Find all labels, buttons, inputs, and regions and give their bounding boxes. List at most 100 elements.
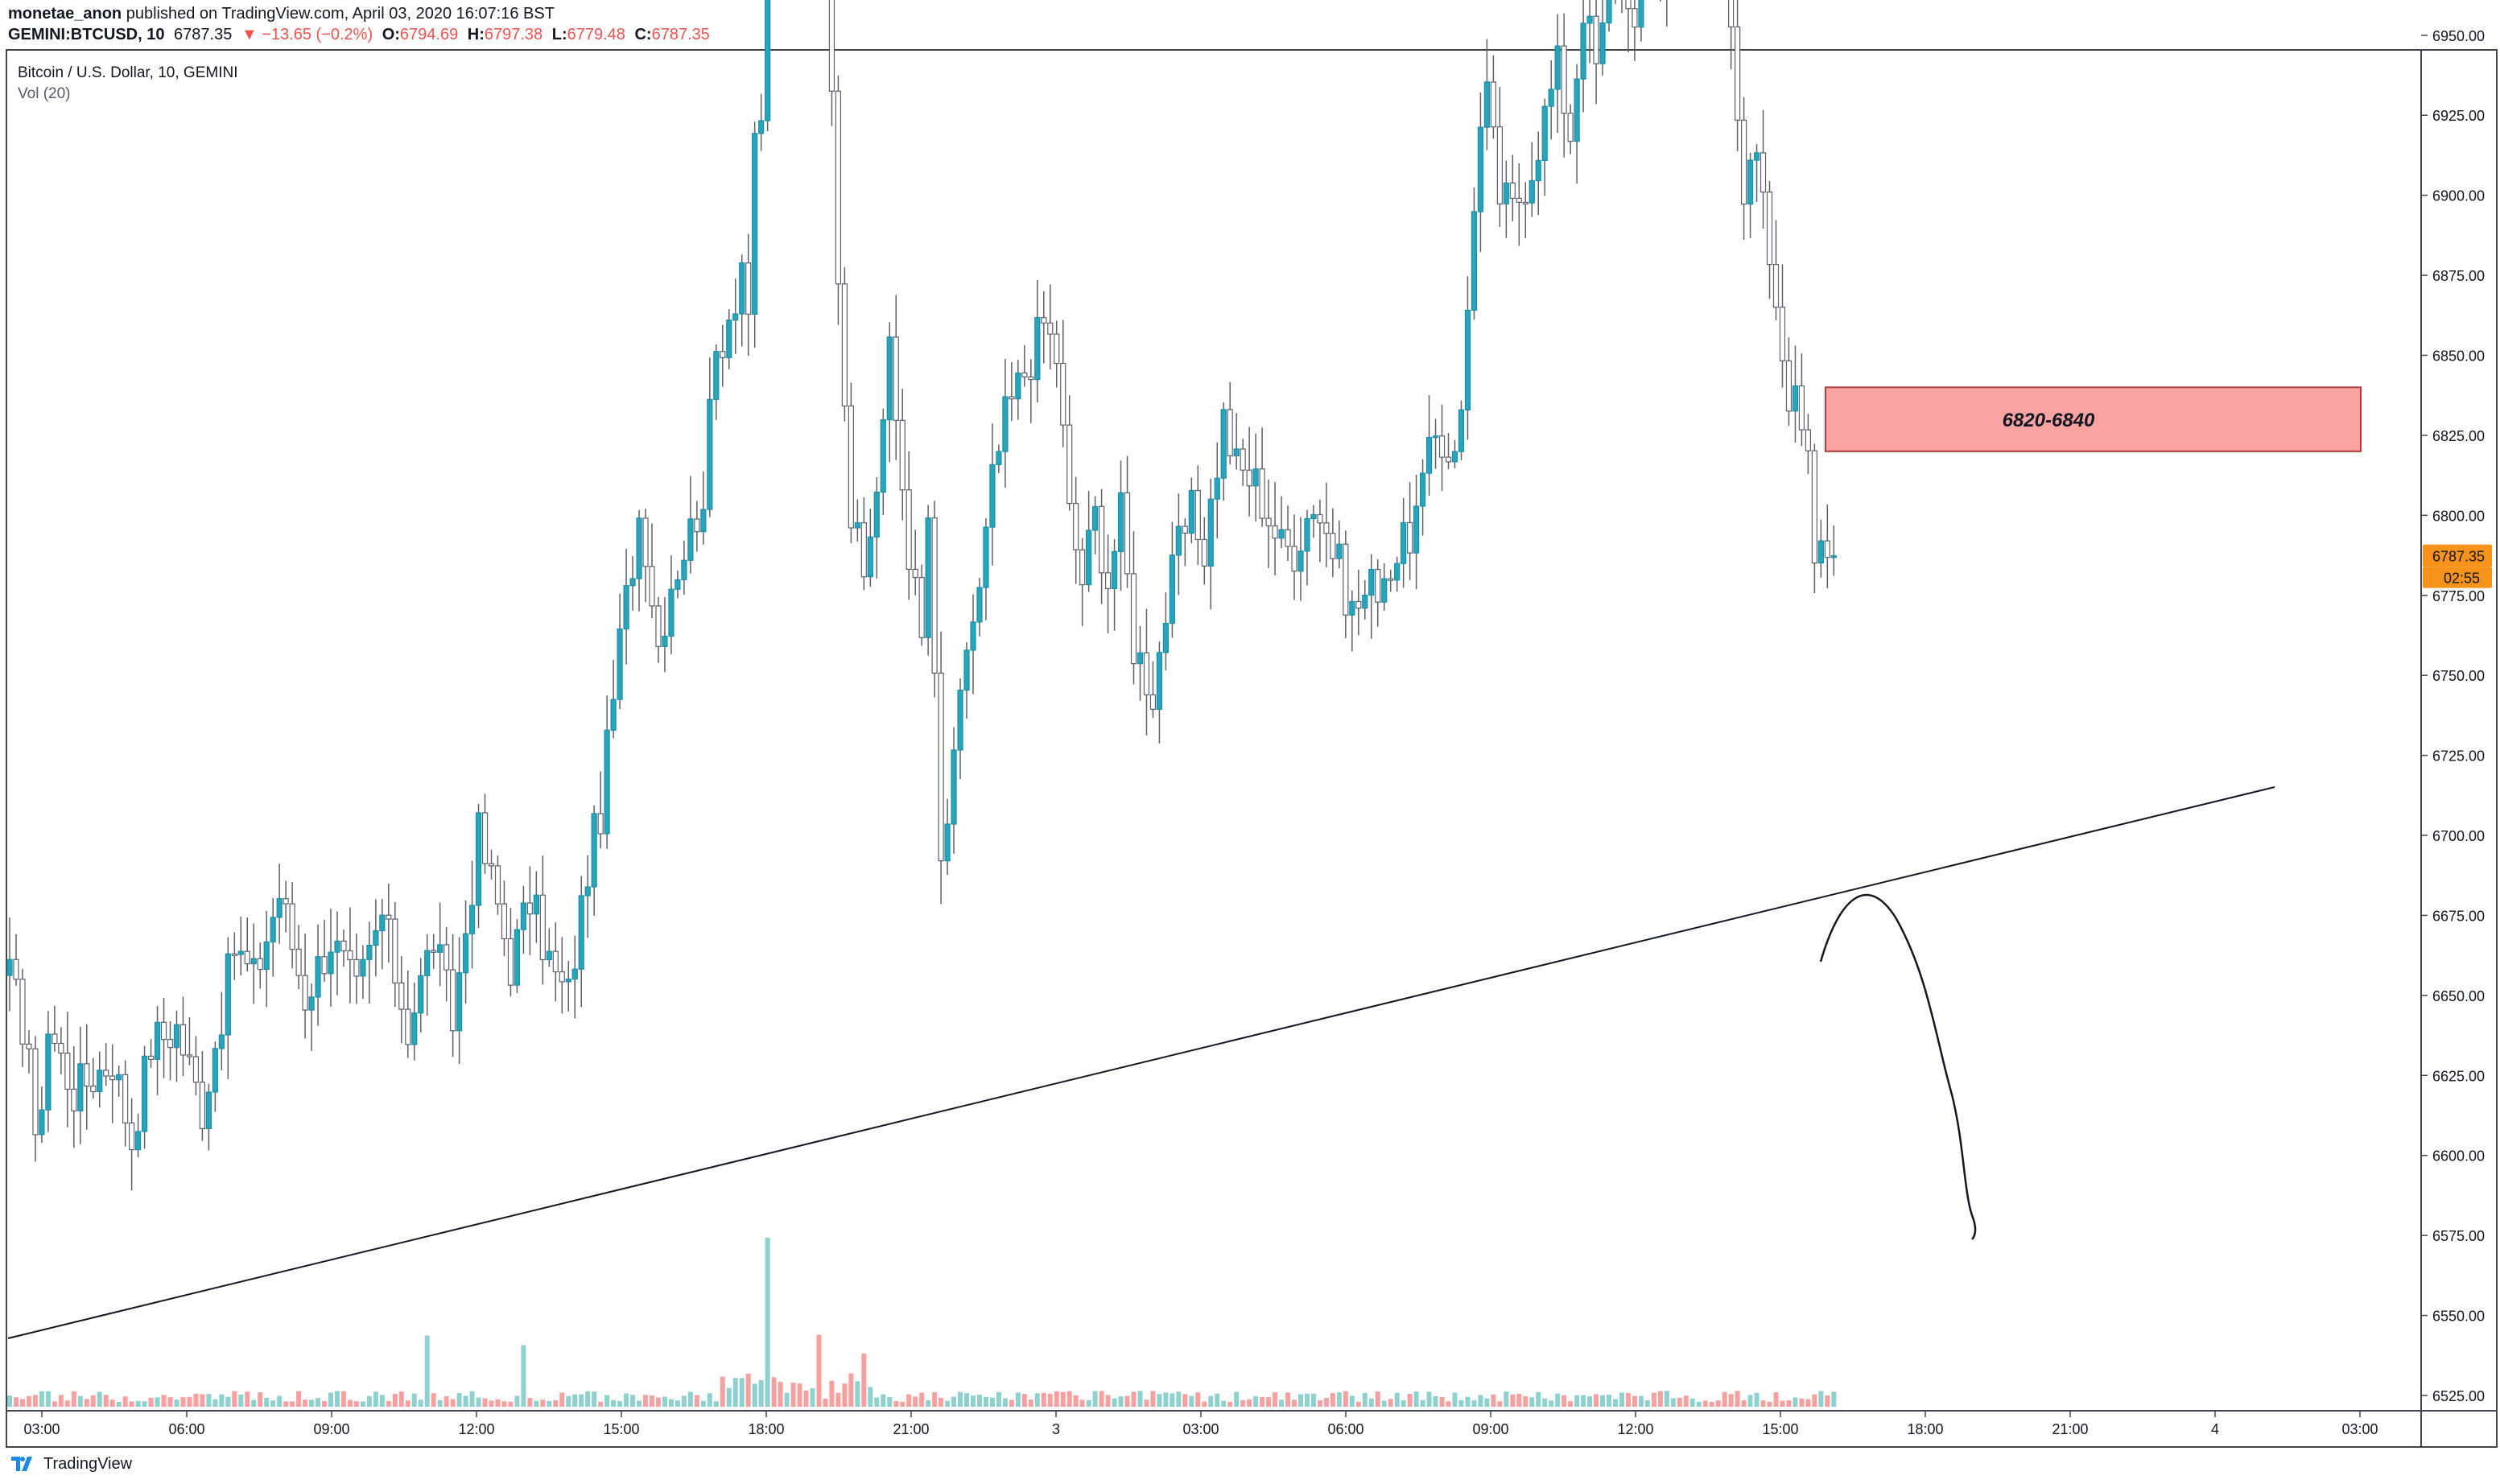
candle-body[interactable] [1438,435,1446,458]
candle-body[interactable] [250,958,257,965]
candle-body[interactable] [681,559,687,580]
candle-body[interactable] [270,917,276,943]
resistance-zone[interactable] [1825,386,2362,452]
candle-body[interactable] [1824,540,1830,559]
candle-body[interactable] [1445,456,1452,463]
candle-body[interactable] [1388,578,1394,581]
candle-body[interactable] [179,1024,187,1056]
candle-body[interactable] [539,894,546,961]
candle-body[interactable] [19,979,26,1045]
candle-body[interactable] [32,1048,39,1136]
candle-body[interactable] [1086,530,1092,586]
candle-body[interactable] [1586,15,1593,24]
candle-body[interactable] [443,944,450,971]
candle-body[interactable] [1728,0,1735,28]
candle-body[interactable] [64,1053,71,1090]
candle-body[interactable] [552,950,559,973]
candle-body[interactable] [848,405,854,529]
candle-body[interactable] [533,894,539,915]
candle-body[interactable] [623,585,629,630]
candle-body[interactable] [1606,0,1612,24]
candle-body[interactable] [931,517,938,674]
candle-body[interactable] [244,950,250,965]
candle-body[interactable] [398,982,405,1010]
candle-body[interactable] [212,1048,218,1093]
candle-body[interactable] [1503,182,1509,204]
candle-body[interactable] [1477,126,1484,212]
candle-body[interactable] [373,930,379,946]
candle-body[interactable] [989,464,996,528]
candle-body[interactable] [205,1091,212,1130]
candle-body[interactable] [732,313,739,321]
candle-body[interactable] [263,941,270,971]
candle-body[interactable] [1516,197,1522,204]
candle-body[interactable] [1194,489,1201,541]
candle-body[interactable] [1259,468,1265,519]
candle-body[interactable] [1207,498,1214,567]
candle-body[interactable] [675,579,681,590]
candle-body[interactable] [1137,652,1144,665]
candle-body[interactable] [925,517,931,638]
candle-body[interactable] [591,813,597,888]
candle-body[interactable] [597,813,604,835]
candle-body[interactable] [571,968,578,980]
candle-body[interactable] [1304,517,1310,552]
candle-body[interactable] [122,1074,129,1123]
candle-body[interactable] [1567,113,1574,142]
candle-body[interactable] [1766,192,1773,266]
candle-body[interactable] [424,950,431,976]
candle-body[interactable] [6,958,13,976]
candle-body[interactable] [45,1033,52,1111]
candle-body[interactable] [237,950,244,955]
candle-body[interactable] [334,940,340,953]
candle-body[interactable] [1522,201,1528,205]
candle-body[interactable] [276,898,283,918]
candle-body[interactable] [1104,572,1112,589]
candle-body[interactable] [944,823,951,862]
candle-body[interactable] [1021,372,1028,377]
candle-body[interactable] [1009,396,1015,400]
candle-body[interactable] [604,729,610,835]
candle-body[interactable] [1413,505,1420,554]
candle-body[interactable] [147,1055,155,1060]
candle-body[interactable] [431,950,437,953]
candle-body[interactable] [283,898,289,905]
candle-body[interactable] [957,689,963,751]
candle-body[interactable] [835,90,842,285]
candle-body[interactable] [366,945,373,960]
candle-body[interactable] [1401,521,1407,564]
candle-body[interactable] [321,956,328,975]
candle-body[interactable] [629,578,636,587]
candle-body[interactable] [1632,8,1638,28]
time-axis[interactable]: 03:00 06:00 09:00 12:00 15:00 18:00 21:00 3 03:0… [23,1411,2378,1437]
tradingview-logo-icon[interactable] [10,1453,37,1474]
candle-body[interactable] [1554,45,1561,90]
candle-body[interactable] [1169,554,1175,625]
candle-body[interactable] [655,605,662,647]
candle-body[interactable] [501,903,508,940]
candle-body[interactable] [1317,513,1323,524]
candle-body[interactable] [1124,492,1131,575]
price-axis[interactable]: 7350.007325.007300.007275.007250.007225.… [2421,0,2485,1404]
candle-body[interactable] [713,351,720,400]
candle-body[interactable] [765,0,771,122]
candle-body[interactable] [899,419,906,491]
candle-body[interactable] [97,1070,103,1093]
candle-body[interactable] [1561,45,1567,114]
candle-body[interactable] [405,1008,411,1045]
candle-body[interactable] [1278,529,1285,539]
candle-body[interactable] [418,975,424,1014]
candle-body[interactable] [116,1074,122,1081]
candle-body[interactable] [1407,521,1413,554]
candle-body[interactable] [1297,550,1304,572]
candle-body[interactable] [315,956,321,998]
candle-body[interactable] [1432,435,1439,439]
candle-body[interactable] [1548,89,1554,107]
candle-body[interactable] [173,1024,180,1049]
candle-body[interactable] [84,1063,90,1087]
candle-body[interactable] [1240,448,1246,471]
candle-body[interactable] [1015,372,1021,400]
candle-body[interactable] [386,914,392,920]
candle-body[interactable] [700,509,707,533]
candle-body[interactable] [199,1082,205,1130]
